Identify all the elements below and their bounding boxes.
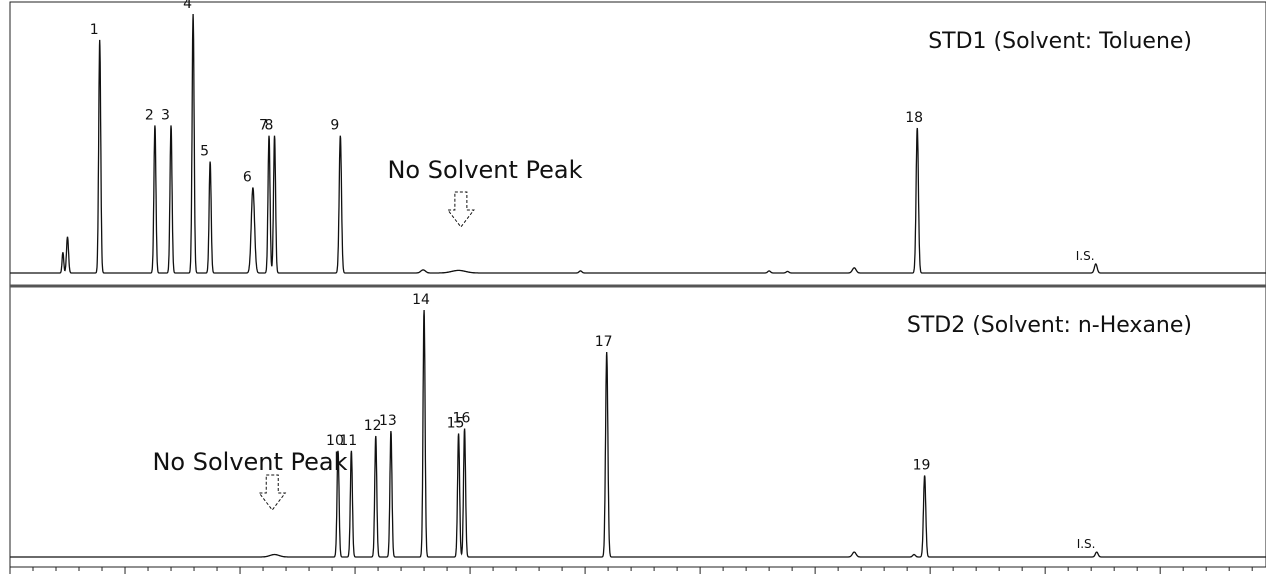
- peak-label-5: 5: [200, 144, 209, 160]
- peak-label-18: 18: [905, 110, 923, 126]
- peak-label-7: 7: [259, 118, 268, 134]
- peak-label-9: 9: [330, 118, 339, 134]
- peak-label-is: I.S.: [1077, 537, 1096, 551]
- std1-down-arrow-icon: [446, 191, 475, 228]
- peak-label-10: 10: [326, 433, 344, 449]
- std2-trace: [10, 309, 1266, 558]
- peak-label-16: 16: [453, 411, 471, 427]
- peak-label-2: 2: [145, 107, 154, 123]
- std2-title: STD2 (Solvent: n-Hexane): [907, 313, 1192, 338]
- std1-title: STD1 (Solvent: Toluene): [928, 29, 1192, 54]
- peak-label-17: 17: [595, 334, 613, 350]
- peak-label-13: 13: [379, 413, 397, 429]
- peak-label-4: 4: [183, 0, 192, 12]
- peak-label-11: 11: [339, 433, 357, 449]
- std1-trace: [10, 13, 1266, 274]
- peak-label-3: 3: [161, 107, 170, 123]
- peak-label-19: 19: [913, 457, 931, 473]
- peak-label-12: 12: [364, 418, 382, 434]
- std2-down-arrow-icon: [258, 474, 287, 511]
- peak-label-6: 6: [243, 170, 252, 186]
- peak-label-is: I.S.: [1076, 249, 1095, 263]
- peak-label-15: 15: [447, 416, 465, 432]
- peak-label-1: 1: [90, 22, 99, 38]
- peak-label-8: 8: [265, 118, 274, 134]
- peak-label-14: 14: [412, 292, 430, 308]
- std1-no-solvent-annotation: No Solvent Peak: [387, 156, 582, 184]
- x-axis: 0.02.55.07.510.012.515.017.520.022.525.0…: [9, 567, 1253, 574]
- std2-no-solvent-annotation: No Solvent Peak: [152, 448, 347, 476]
